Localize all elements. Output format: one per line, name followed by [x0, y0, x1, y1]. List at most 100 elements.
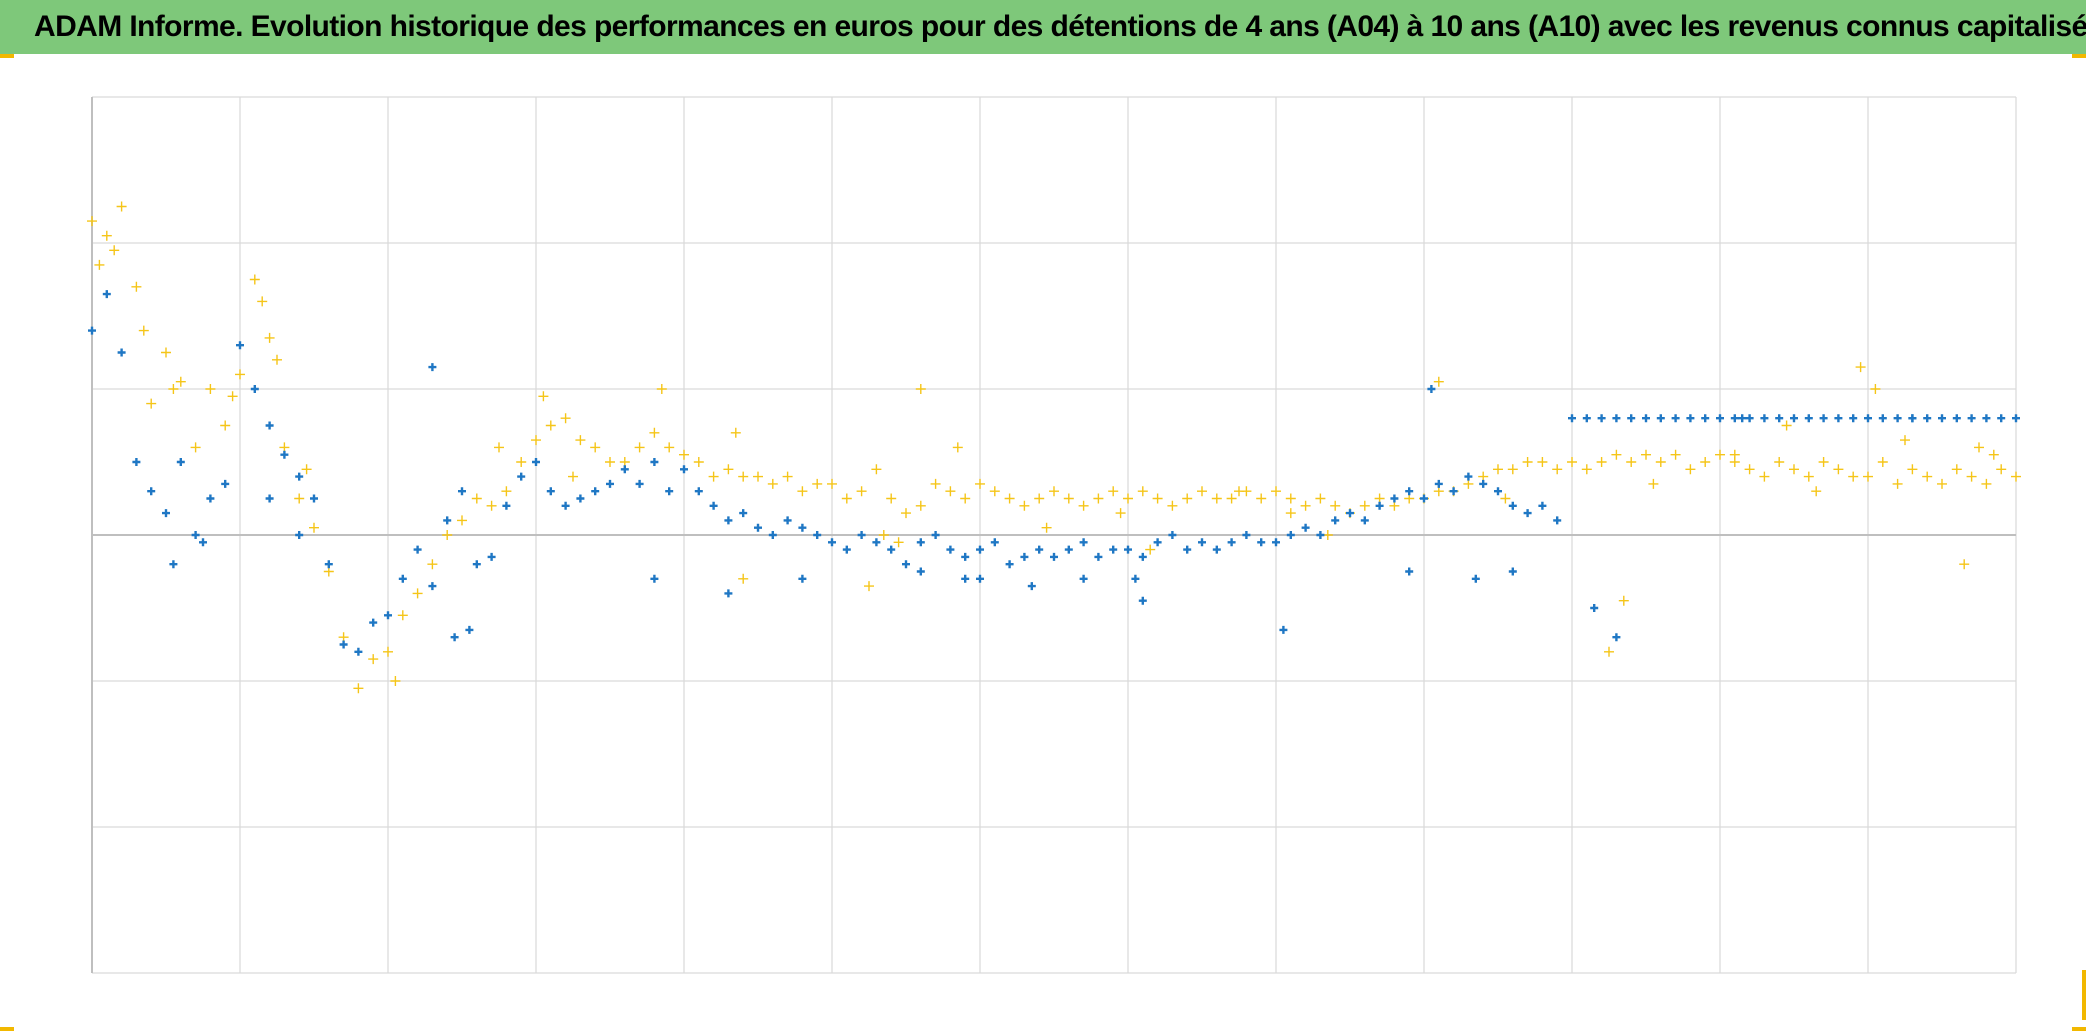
corner-accent-right-bottom [2082, 970, 2086, 1020]
data-point [235, 369, 245, 380]
data-point [1597, 414, 1606, 423]
data-point [723, 464, 734, 475]
data-point [1864, 414, 1872, 423]
data-point [871, 464, 882, 475]
data-point [116, 201, 127, 212]
data-point [1811, 486, 1822, 497]
data-point [878, 530, 889, 540]
data-point [295, 531, 304, 539]
data-point [1671, 414, 1680, 423]
data-point [94, 259, 105, 270]
data-point [1316, 531, 1325, 539]
data-point [487, 552, 496, 561]
data-point [162, 509, 170, 518]
data-point [1967, 414, 1976, 423]
data-point [694, 487, 703, 496]
data-point [1285, 508, 1296, 519]
data-point [1648, 478, 1659, 489]
series-2 [88, 290, 2020, 656]
data-point [1078, 500, 1089, 511]
corner-accent-bottom-right [2072, 1027, 2086, 1031]
data-point [1227, 538, 1236, 547]
data-point [384, 611, 392, 620]
data-point [798, 523, 807, 532]
data-point [797, 486, 808, 497]
data-point [1981, 478, 1992, 489]
data-point [1849, 414, 1858, 423]
data-point [1590, 604, 1599, 612]
data-point [1182, 493, 1193, 504]
data-point [1923, 414, 1932, 423]
data-point [191, 531, 200, 539]
data-point [1093, 493, 1104, 504]
data-point [1034, 493, 1045, 504]
data-point [1685, 464, 1696, 475]
data-point [88, 326, 96, 335]
data-point [1124, 545, 1132, 554]
data-point [864, 581, 874, 592]
data-point [1900, 435, 1910, 446]
data-point [1050, 552, 1058, 561]
data-point [916, 567, 925, 576]
data-point [1996, 464, 2007, 475]
data-point [1922, 471, 1933, 482]
data-point [1346, 509, 1354, 518]
data-point [227, 391, 238, 402]
data-point [301, 464, 312, 475]
data-point [1789, 464, 1799, 475]
data-point [1109, 545, 1118, 554]
data-point [605, 457, 615, 467]
data-point [1508, 501, 1517, 510]
data-point [679, 449, 689, 460]
data-point [1982, 414, 1991, 423]
data-point [1167, 500, 1178, 511]
data-point [1242, 531, 1251, 539]
data-point [294, 493, 305, 504]
data-point [109, 245, 120, 256]
data-point [1655, 457, 1666, 467]
data-point [546, 487, 555, 496]
data-point [1019, 500, 1030, 511]
data-point [1145, 544, 1156, 555]
data-point [221, 479, 230, 488]
data-point [324, 560, 333, 569]
data-point [1138, 596, 1147, 605]
data-point [828, 538, 836, 547]
data-point [1523, 509, 1532, 518]
data-point [272, 354, 282, 365]
data-point [1790, 414, 1798, 423]
data-point [501, 486, 512, 497]
data-point [1004, 493, 1015, 504]
data-point [1701, 414, 1710, 423]
data-point [1686, 414, 1695, 423]
data-point [1966, 471, 1977, 482]
data-point [1938, 414, 1946, 423]
data-point [1272, 538, 1280, 547]
data-point [1300, 500, 1311, 511]
data-point [1878, 414, 1887, 423]
data-point [1997, 414, 2006, 423]
data-point [782, 471, 793, 482]
data-point [1494, 487, 1502, 496]
data-point [545, 420, 556, 431]
data-point [264, 332, 275, 343]
data-point [132, 458, 141, 466]
data-point [931, 531, 940, 539]
data-point [1804, 414, 1813, 423]
data-point [494, 442, 504, 453]
data-point [1108, 486, 1119, 497]
corner-accent-bottom-left [0, 1027, 14, 1031]
data-point [176, 458, 185, 466]
data-point [249, 274, 260, 285]
data-point [1774, 457, 1785, 467]
data-point [1359, 500, 1370, 511]
data-point [538, 391, 549, 402]
data-point [1197, 486, 1207, 497]
data-point [1907, 464, 1918, 475]
data-point [961, 552, 970, 561]
data-point [576, 494, 585, 503]
data-point [1745, 414, 1754, 423]
data-point [739, 509, 748, 518]
data-point [428, 582, 437, 591]
data-point [531, 435, 541, 446]
